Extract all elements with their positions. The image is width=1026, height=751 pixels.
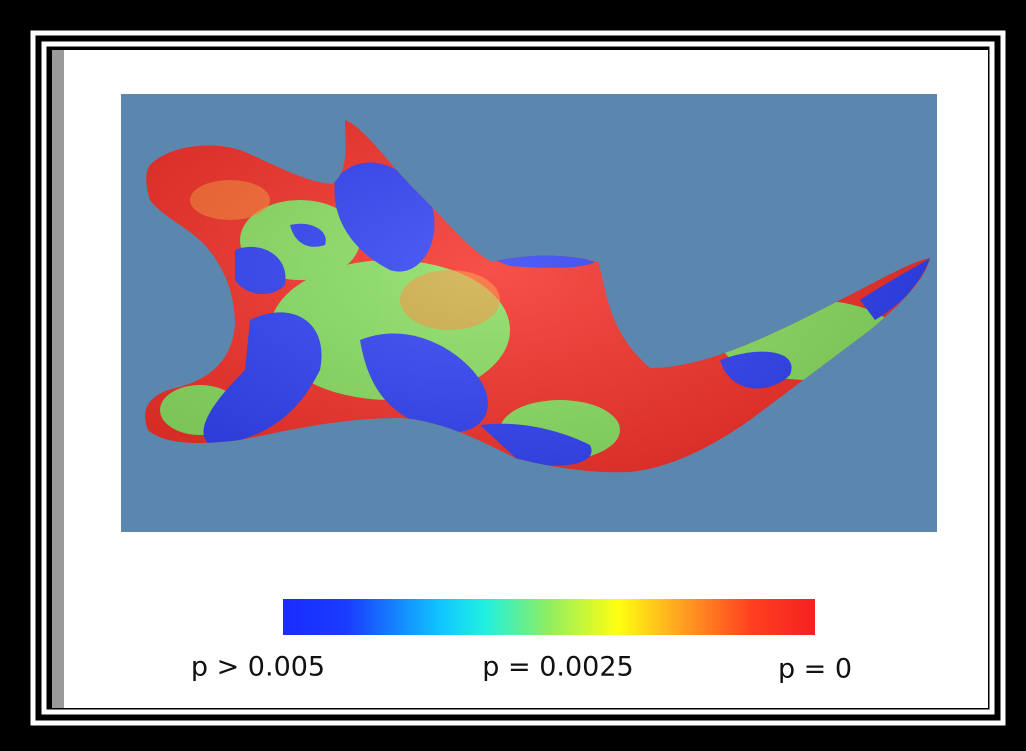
figure: p > 0.005 p = 0.0025 p = 0	[0, 0, 1026, 751]
colorbar-label: p = 0.0025	[482, 652, 633, 683]
colorbar	[283, 599, 815, 635]
panel-shadow	[52, 50, 64, 708]
colorbar-label: p = 0	[778, 654, 852, 685]
page: p > 0.005 p = 0.0025 p = 0 (() => { cons…	[0, 0, 1026, 751]
colorbar-label: p > 0.005	[191, 652, 325, 683]
